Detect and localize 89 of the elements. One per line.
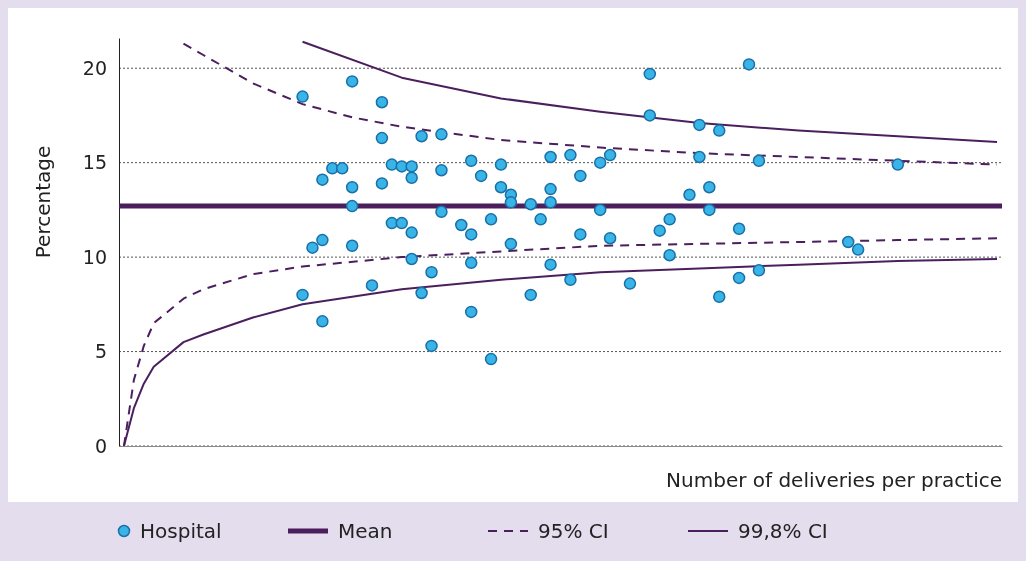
point: [365, 279, 379, 292]
point: [326, 162, 339, 175]
point: [524, 197, 537, 211]
point: [574, 228, 587, 241]
point: [524, 288, 537, 302]
point: [385, 158, 399, 171]
point: [435, 205, 448, 219]
point: [663, 248, 676, 262]
point: [593, 203, 607, 217]
point: [851, 243, 865, 256]
point: [544, 258, 557, 271]
point: [693, 150, 706, 164]
point: [603, 231, 617, 245]
point: [464, 256, 478, 270]
point: [703, 203, 716, 217]
point: [544, 182, 557, 196]
point: [484, 213, 498, 226]
point: [732, 222, 746, 236]
point: [752, 264, 766, 277]
legend-label: 99,8% CI: [738, 519, 828, 543]
point: [564, 148, 577, 162]
point: [712, 124, 726, 137]
point: [345, 180, 359, 194]
point: [494, 158, 508, 171]
point: [345, 239, 359, 253]
point: [891, 158, 905, 171]
point: [683, 188, 696, 202]
point: [306, 241, 319, 254]
point: [335, 162, 349, 175]
point: [405, 171, 418, 185]
point: [375, 95, 389, 109]
point: [415, 286, 428, 300]
point: [395, 216, 409, 230]
y-tick-label: 5: [94, 340, 107, 363]
point: [316, 173, 329, 186]
point: [732, 271, 746, 285]
point: [405, 252, 418, 266]
point: [296, 90, 309, 103]
point: [474, 169, 488, 183]
point: [752, 154, 766, 168]
point: [455, 218, 468, 232]
point: [504, 196, 518, 209]
point: [593, 156, 607, 169]
point: [712, 290, 726, 304]
point: [703, 180, 716, 194]
point: [643, 109, 657, 122]
point: [564, 273, 577, 287]
point: [345, 199, 359, 213]
point: [504, 237, 518, 251]
point: [435, 163, 448, 177]
point: [494, 180, 508, 194]
point: [623, 277, 637, 290]
point: [316, 233, 329, 247]
point: [574, 169, 587, 183]
y-tick-label: 10: [82, 245, 107, 268]
x-axis-title: Number of deliveries per practice: [666, 468, 1002, 492]
point: [345, 75, 359, 88]
point: [464, 228, 478, 241]
point: [316, 315, 329, 328]
point: [693, 118, 706, 132]
point: [603, 148, 617, 162]
legend-label: Mean: [338, 519, 393, 543]
point: [375, 177, 389, 190]
point: [544, 196, 557, 209]
point: [425, 265, 438, 279]
point: [544, 150, 557, 164]
y-axis-title: Percentage: [31, 145, 55, 259]
point: [415, 129, 428, 143]
y-tick-label: 20: [82, 56, 107, 79]
point: [841, 235, 855, 249]
point: [405, 226, 418, 239]
point: [405, 160, 418, 173]
point: [643, 67, 657, 81]
legend-label: Hospital: [140, 519, 222, 543]
point: [375, 131, 389, 145]
point: [425, 339, 438, 353]
point: [464, 305, 478, 319]
point: [653, 224, 666, 237]
point: [484, 352, 498, 366]
point: [296, 288, 309, 302]
point: [464, 154, 478, 168]
line-series: [301, 40, 999, 143]
point: [534, 213, 547, 226]
point: [663, 213, 676, 226]
point: [742, 58, 756, 71]
point: [435, 128, 448, 141]
legend-label: 95% CI: [538, 519, 609, 543]
y-tick-label: 15: [82, 151, 107, 174]
y-tick-label: 0: [94, 434, 107, 457]
